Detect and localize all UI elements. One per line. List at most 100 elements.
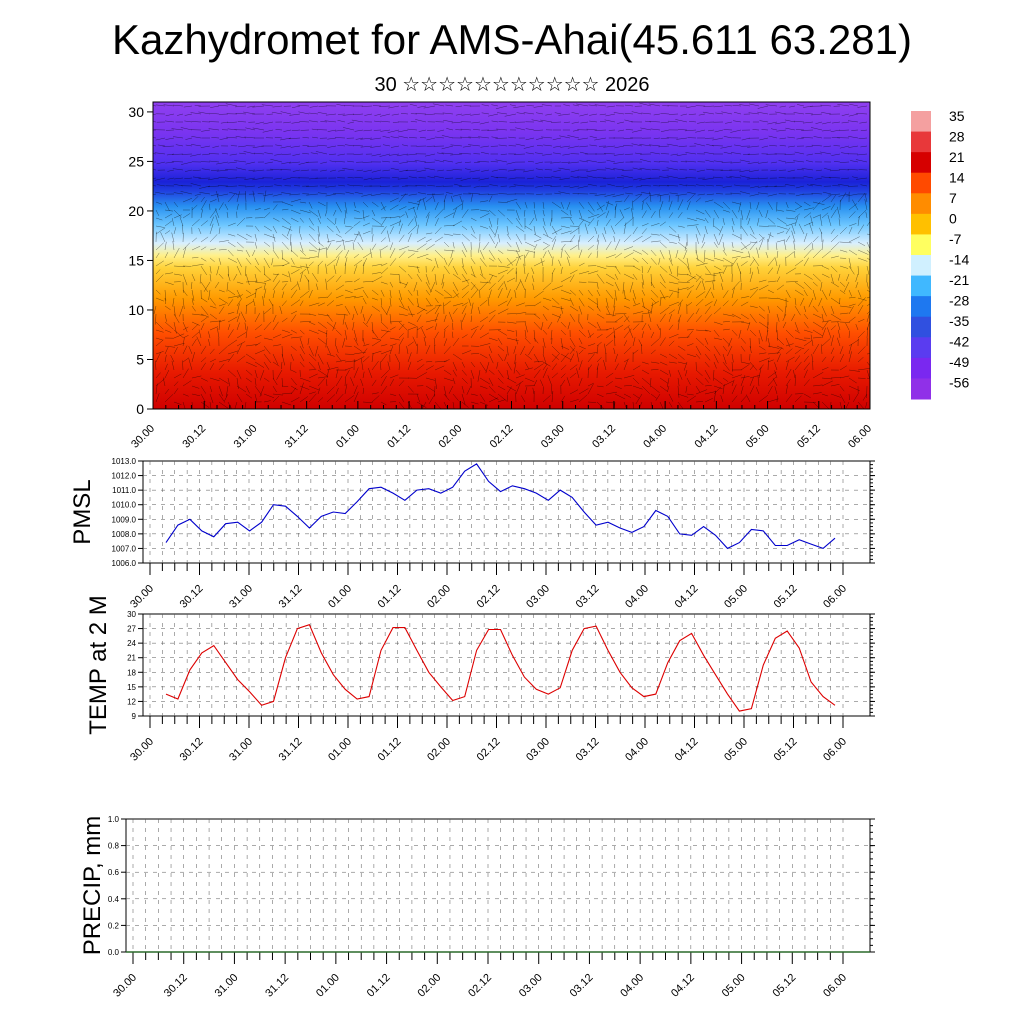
wind-vector (434, 345, 436, 355)
wind-vector (855, 324, 859, 331)
wind-vector (173, 289, 177, 297)
wind-vector (229, 192, 238, 195)
wind-vector (542, 297, 552, 301)
wind-vector (245, 233, 252, 238)
wind-vector (454, 183, 463, 187)
wind-vector (776, 345, 784, 350)
wind-vector (859, 121, 868, 124)
wind-vector (354, 176, 364, 179)
wind-vector (290, 145, 301, 148)
wind-vector (755, 387, 760, 395)
wind-vector (461, 334, 468, 339)
wind-vector (659, 313, 666, 323)
wind-vector (459, 185, 472, 187)
wind-vector (436, 152, 445, 155)
wind-vector (290, 314, 297, 323)
wind-vector (743, 153, 751, 155)
wind-vector (659, 201, 664, 211)
wind-vector (443, 233, 454, 236)
wind-vector (803, 348, 810, 355)
wind-vector (569, 337, 576, 347)
wind-vector (677, 393, 689, 398)
wind-vector (828, 193, 841, 196)
wind-vector (370, 193, 382, 196)
wind-vector (713, 321, 723, 325)
wind-vector (226, 385, 229, 397)
wind-vector (839, 365, 848, 371)
x-tick-label: 30.12 (178, 736, 206, 764)
wind-vector (344, 281, 353, 283)
wind-vector (803, 281, 812, 290)
wind-vector (614, 324, 624, 331)
wind-vector (545, 113, 553, 116)
wind-vector (164, 345, 175, 348)
wind-vector (551, 201, 562, 209)
wind-vector (560, 297, 571, 302)
wind-vector (668, 393, 674, 402)
wind-vector (173, 305, 176, 317)
x-tick-label: 01.00 (326, 736, 354, 764)
wind-vector (714, 129, 724, 133)
wind-vector (441, 273, 445, 285)
wind-vector (566, 201, 571, 210)
wind-vector (398, 223, 403, 235)
wind-vector (552, 152, 562, 155)
wind-vector (210, 105, 220, 108)
wind-vector (276, 369, 283, 380)
wind-vector (308, 329, 319, 334)
wind-vector (203, 281, 211, 292)
wind-vector (233, 273, 238, 281)
wind-vector (270, 168, 283, 171)
wind-vector (416, 273, 423, 282)
wind-vector (479, 385, 488, 389)
wind-vector (695, 345, 702, 356)
wind-vector (185, 137, 193, 140)
wind-vector (382, 160, 391, 163)
wind-vector (448, 385, 454, 394)
wind-vector (607, 183, 616, 187)
wind-vector (524, 361, 529, 369)
wind-vector (623, 234, 632, 243)
wind-vector (668, 225, 677, 233)
x-tick-label: 06.00 (846, 423, 874, 451)
colorbar-swatch (911, 255, 931, 277)
x-tick-label: 30.00 (128, 736, 156, 764)
wind-vector (419, 137, 427, 139)
wind-vector (831, 153, 841, 156)
colorbar-label: 0 (949, 211, 957, 227)
wind-vector (347, 184, 355, 187)
wind-vector (362, 313, 366, 321)
wind-vector (370, 145, 382, 148)
wind-vector (695, 280, 702, 291)
wind-vector (386, 305, 391, 315)
wind-vector (179, 305, 184, 317)
wind-vector (479, 377, 490, 385)
wind-vector (713, 233, 719, 245)
wind-vector (337, 144, 346, 147)
wind-vector (533, 290, 544, 299)
wind-vector (464, 168, 472, 171)
wind-vector (227, 324, 231, 331)
wind-vector (389, 289, 392, 298)
wind-vector (497, 329, 507, 336)
wind-vector (803, 321, 809, 329)
wind-vector (803, 257, 809, 267)
wind-vector (683, 249, 688, 259)
wind-vector (281, 300, 287, 307)
wind-vector (398, 219, 401, 227)
wind-vector (525, 137, 535, 141)
wind-vector (175, 144, 184, 147)
wind-vector (677, 212, 683, 219)
wind-vector (398, 361, 401, 371)
wind-vector (758, 345, 766, 351)
wind-vector (632, 129, 643, 133)
wind-vector (731, 374, 742, 379)
wind-vector (234, 160, 247, 163)
wind-vector (155, 269, 161, 275)
wind-vector (715, 112, 724, 115)
wind-vector (615, 185, 625, 187)
wind-vector (632, 249, 642, 255)
wind-vector (461, 241, 468, 253)
wind-vector (281, 281, 289, 283)
wind-vector (425, 281, 432, 293)
